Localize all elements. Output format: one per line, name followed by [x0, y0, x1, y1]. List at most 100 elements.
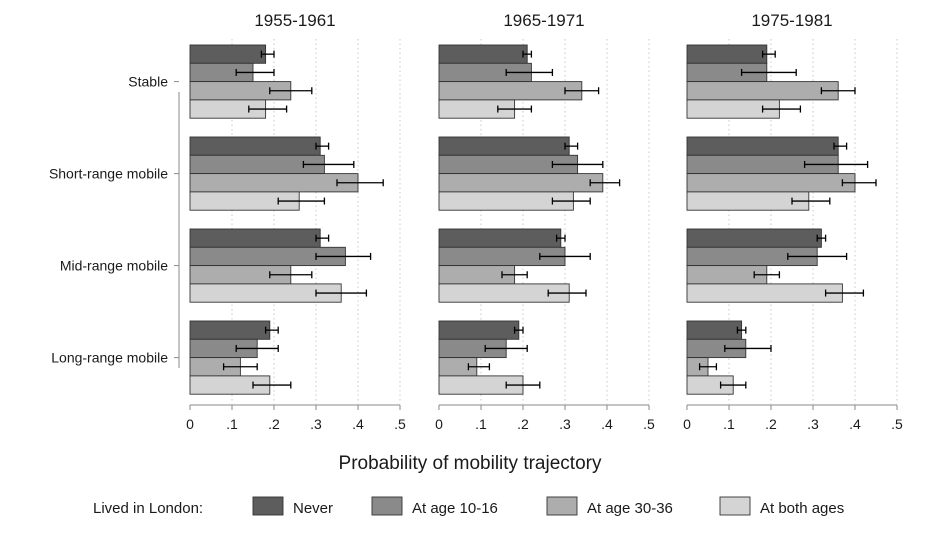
error-bar: [724, 344, 772, 352]
legend-label: At both ages: [760, 500, 844, 517]
error-bar: [235, 344, 279, 352]
legend-item: Never: [252, 496, 333, 517]
x-tick-label: .1: [226, 416, 238, 432]
panel-3: 1975-1981 0 .1 .2 .3 .4 .5: [683, 11, 903, 432]
x-axis-label: Probability of mobility trajectory: [339, 453, 602, 474]
error-bar: [235, 68, 275, 76]
x-tick-label: .4: [352, 416, 364, 432]
legend-label: At age 30-36: [587, 500, 673, 517]
error-bar: [740, 68, 797, 76]
x-tick-label: .5: [891, 416, 903, 432]
error-bar: [315, 252, 372, 260]
error-bar: [539, 252, 591, 260]
error-bar: [277, 197, 326, 205]
bar: [686, 283, 843, 303]
error-bar: [551, 197, 591, 205]
legend-swatch: [546, 496, 578, 516]
error-bar: [803, 160, 869, 168]
legend-swatch: [252, 496, 284, 516]
x-tick-label: 0: [683, 416, 691, 432]
error-bar: [315, 289, 368, 297]
error-bar: [841, 179, 877, 187]
bar: [686, 320, 743, 340]
category-label: Stable: [128, 74, 168, 90]
error-bar: [497, 105, 533, 113]
x-tick-label: 0: [435, 416, 443, 432]
panel-2: 1965-1971 0 .1 .2 .3 .4 .5: [435, 11, 655, 432]
legend-label: At age 10-16: [412, 500, 498, 517]
error-bar: [336, 179, 384, 187]
error-bar: [315, 234, 330, 242]
x-tick-label: .4: [601, 416, 613, 432]
error-bar: [522, 50, 533, 58]
category-label: Short-range mobile: [49, 166, 168, 182]
error-bar: [761, 105, 802, 113]
bar: [189, 173, 359, 193]
x-tick-label: .1: [723, 416, 735, 432]
error-bar: [484, 344, 528, 352]
x-tick-label: .5: [394, 416, 406, 432]
panel-1: 1955-1961 0 .1 .2 .3 .4 .5: [186, 11, 406, 432]
error-bar: [820, 87, 856, 95]
category-label: Long-range mobile: [51, 350, 168, 366]
legend-title: Lived in London:: [93, 500, 203, 517]
error-bar: [302, 160, 355, 168]
error-bar: [816, 234, 827, 242]
error-bar: [753, 271, 781, 279]
legend-item: At age 30-36: [546, 496, 673, 517]
legend-item: At age 10-16: [371, 496, 498, 517]
panel-title: 1965-1971: [503, 11, 584, 30]
chart-panels: 1955-1961 0 .1 .2 .3 .4 .5 1965-1971 0 .1 .2 .3 .4 .5…: [186, 11, 903, 432]
error-bar: [269, 87, 313, 95]
error-bar: [564, 142, 579, 150]
x-tick-label: .2: [765, 416, 777, 432]
error-bar: [833, 142, 848, 150]
x-tick-label: .2: [268, 416, 280, 432]
error-bar: [547, 289, 587, 297]
x-tick-label: .2: [517, 416, 529, 432]
bar: [189, 228, 321, 248]
bar: [438, 136, 570, 156]
error-bar: [269, 271, 313, 279]
legend-swatch: [371, 496, 403, 516]
bar: [438, 173, 604, 193]
error-bar: [551, 160, 604, 168]
error-bar: [501, 271, 528, 279]
error-bar: [719, 381, 747, 389]
bar: [189, 136, 321, 156]
bar: [438, 228, 562, 248]
error-bar: [698, 363, 718, 371]
category-label: Mid-range mobile: [60, 258, 168, 274]
error-bar: [315, 142, 330, 150]
x-tick-label: .1: [475, 416, 487, 432]
error-bar: [736, 326, 747, 334]
error-bar: [222, 363, 258, 371]
legend-label: Never: [293, 500, 333, 517]
error-bar: [589, 179, 621, 187]
legend: Lived in London: Never At age 10-16 At age…: [93, 496, 844, 517]
error-bar: [513, 326, 524, 334]
bar: [438, 81, 583, 101]
bar: [686, 81, 839, 101]
error-bar: [264, 326, 279, 334]
bar: [686, 136, 839, 156]
category-axis: Stable Short-range mobile Mid-range mobile…: [49, 74, 180, 368]
x-tick-label: .3: [559, 416, 571, 432]
error-bar: [260, 50, 275, 58]
error-bar: [248, 105, 288, 113]
x-tick-label: .5: [643, 416, 655, 432]
panel-title: 1955-1961: [254, 11, 335, 30]
error-bar: [555, 234, 566, 242]
x-tick-label: .4: [849, 416, 861, 432]
bar: [686, 191, 810, 211]
error-bar: [564, 87, 600, 95]
bar: [189, 44, 267, 64]
bar: [438, 320, 520, 340]
x-tick-label: .3: [807, 416, 819, 432]
bar: [686, 44, 768, 64]
error-bar: [467, 363, 491, 371]
x-tick-label: 0: [186, 416, 194, 432]
error-bar: [787, 252, 848, 260]
bar: [686, 173, 856, 193]
legend-item: At both ages: [719, 496, 844, 517]
